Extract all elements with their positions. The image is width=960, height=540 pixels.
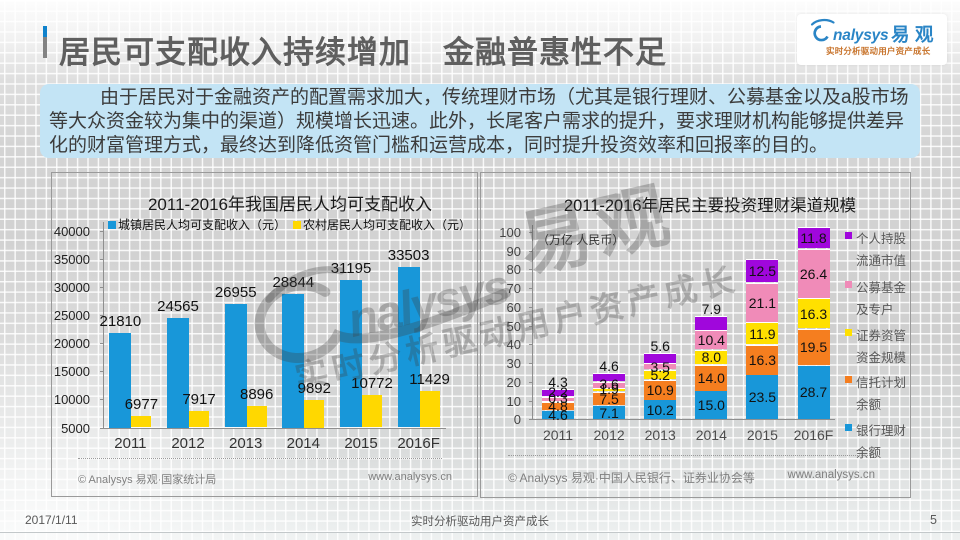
- svg-text:nalysys: nalysys: [833, 27, 889, 44]
- svg-text:易观: 易观: [891, 24, 939, 45]
